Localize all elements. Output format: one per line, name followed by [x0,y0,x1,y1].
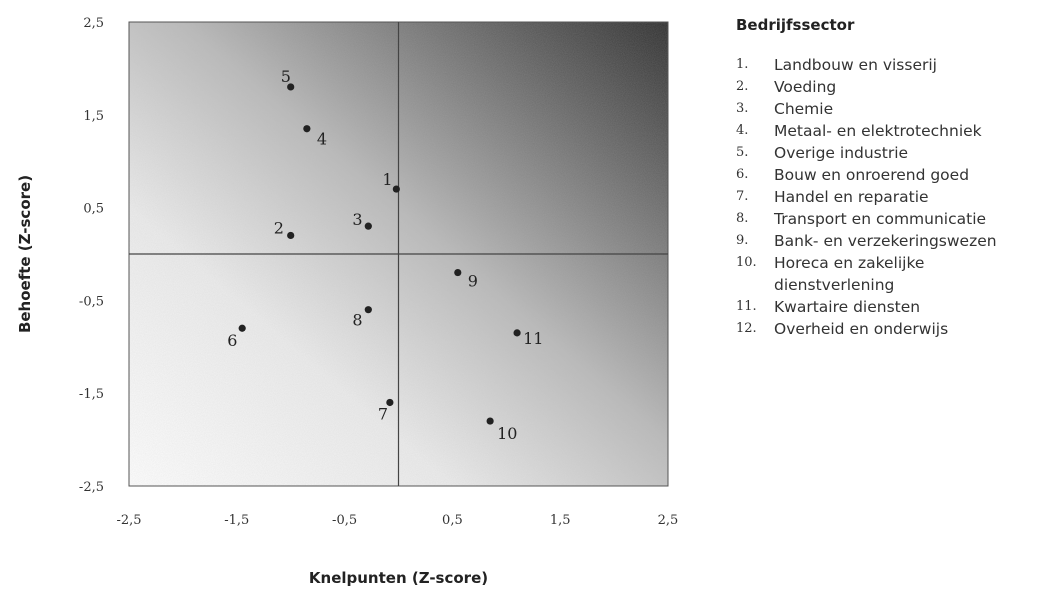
y-tick-label: 0,5 [83,202,104,217]
legend-item-number: 6. [736,167,749,182]
data-point [287,83,295,91]
scatter-chart: 2,5 1,5 0,5 -0,5 -1,5 -2,5 -2,5 -1,5 -0,5 0,5 1,5… [16,16,678,587]
legend-item: 3. Chemie [736,98,1036,120]
legend-item: 6. Bouw en onroerend goed [736,164,1036,186]
y-tick-label: -0,5 [79,294,104,309]
y-tick-label: 1,5 [83,109,104,124]
legend-item: 4. Metaal- en elektrotechniek [736,120,1036,142]
x-tick-label: 1,5 [550,513,571,528]
data-point-label: 5 [281,67,291,86]
x-tick-label: -0,5 [332,513,357,528]
legend-item-label: Landbouw en visserij [774,56,937,74]
plot-area [128,21,669,487]
data-point [238,324,246,332]
legend-item-number [736,274,774,296]
legend-item-number: 1. [736,57,749,72]
data-point [513,329,521,337]
x-tick-label: 2,5 [658,513,679,528]
legend-item-label: Chemie [774,100,834,118]
legend-item-number: 8. [736,211,749,226]
legend-item-number: 11. [736,299,757,314]
legend-item-label: Bank- en verzekeringswezen [774,232,997,250]
legend-item-label: Overheid en onderwijs [774,320,949,338]
y-axis-ticks: 2,5 1,5 0,5 -0,5 -1,5 -2,5 [79,16,104,495]
legend-item-label: Handel en reparatie [774,188,929,206]
legend-item: 11. Kwartaire diensten [736,296,1036,318]
data-point-label: 1 [382,170,392,189]
data-point-label: 8 [352,311,362,330]
legend-item-number: 10. [736,255,757,270]
legend: Bedrijfssector 1. Landbouw en visserij 2. V… [736,16,1036,340]
data-point [364,222,372,230]
legend-item: 9. Bank- en verzekeringswezen [736,230,1036,252]
legend-item-label: Horeca en zakelijke [774,254,925,272]
legend-item-number: 5. [736,145,749,160]
legend-item-label: Overige industrie [774,144,909,162]
data-point-label: 11 [523,329,543,348]
x-tick-label: 0,5 [442,513,463,528]
legend-item: 12. Overheid en onderwijs [736,318,1036,340]
data-point [392,185,400,193]
legend-item-number: 3. [736,101,749,116]
legend-item-label: Kwartaire diensten [774,298,921,316]
x-axis-title: Knelpunten (Z-score) [309,569,488,587]
legend-item-number: 12. [736,321,757,336]
legend-item-label: Voeding [774,78,837,96]
legend-item: 5. Overige industrie [736,142,1036,164]
legend-item-label: dienstverlening [774,276,895,294]
x-tick-label: -1,5 [224,513,249,528]
y-tick-label: -2,5 [79,480,104,495]
x-axis-ticks: -2,5 -1,5 -0,5 0,5 1,5 2,5 [116,513,678,528]
data-point-label: 6 [227,331,237,350]
data-point-label: 4 [317,130,327,149]
legend-item: dienstverlening [736,274,1036,296]
data-point-label: 9 [468,272,478,291]
legend-item-number: 7. [736,189,749,204]
y-axis-title: Behoefte (Z-score) [16,175,34,333]
legend-item-number: 9. [736,233,749,248]
legend-item-label: Metaal- en elektrotechniek [774,122,982,140]
x-tick-label: -2,5 [116,513,141,528]
legend-item: 10. Horeca en zakelijke [736,252,1036,274]
y-tick-label: 2,5 [83,16,104,31]
legend-list: 1. Landbouw en visserij 2. Voeding 3. Chemie 4… [736,54,1036,340]
legend-item-label: Bouw en onroerend goed [774,166,970,184]
data-point [454,268,462,277]
data-point [386,398,394,407]
data-point-label: 7 [378,404,388,423]
y-tick-label: -1,5 [79,387,104,402]
legend-item-number: 2. [736,79,749,94]
legend-item: 1. Landbouw en visserij [736,54,1036,76]
legend-item-label: Transport en communicatie [774,210,987,228]
data-point-label: 3 [352,210,362,229]
data-point [364,306,372,314]
data-point [287,231,295,240]
data-points: 1 2 3 4 5 6 7 8 9 10 11 [227,67,543,443]
legend-title: Bedrijfssector [736,16,855,34]
legend-item: 7. Handel en reparatie [736,186,1036,208]
legend-item: 8. Transport en communicatie [736,208,1036,230]
data-point-label: 10 [497,424,517,443]
data-point-label: 2 [274,218,284,237]
legend-item-number: 4. [736,123,749,138]
legend-item: 2. Voeding [736,76,1036,98]
data-point [486,417,494,425]
data-point [303,125,311,133]
